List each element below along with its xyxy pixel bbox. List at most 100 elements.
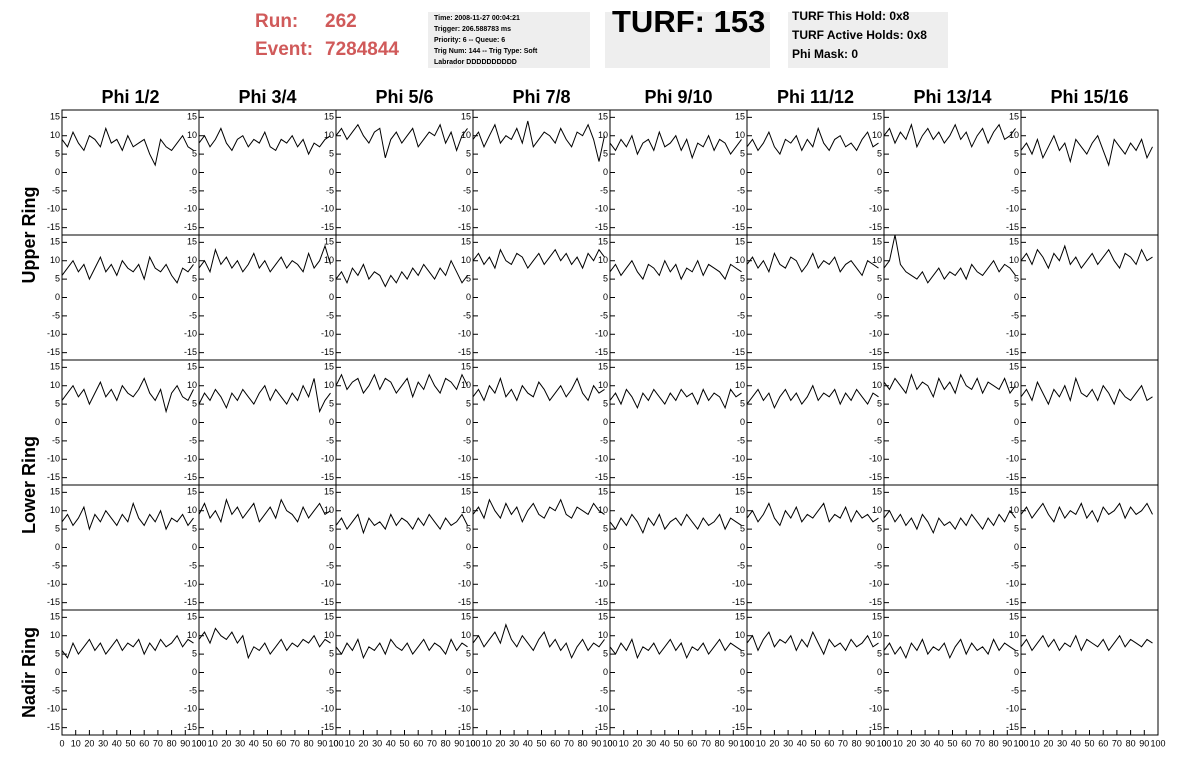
panel-frame: [472, 359, 611, 486]
y-tick-label: 0: [329, 542, 334, 552]
y-tick-label: 15: [50, 612, 60, 622]
y-tick-label: -5: [1011, 685, 1019, 695]
panel-frame: [1020, 234, 1159, 361]
y-tick-label: -10: [47, 454, 60, 464]
x-tick-label: 30: [1057, 738, 1067, 748]
x-tick-label: 60: [961, 738, 971, 748]
turf-info-line: Phi Mask: 0: [792, 47, 858, 61]
y-tick-label: -15: [1006, 472, 1019, 482]
y-tick-label: -5: [874, 435, 882, 445]
x-tick-label: 30: [509, 738, 519, 748]
x-tick-label: 40: [934, 738, 944, 748]
y-tick-label: 15: [872, 112, 882, 122]
y-tick-label: -15: [869, 347, 882, 357]
y-tick-label: -15: [47, 597, 60, 607]
x-tick-label: 80: [852, 738, 862, 748]
panel-frame: [746, 484, 885, 611]
x-tick-label: 0: [196, 738, 201, 748]
turf-info-box: [788, 12, 948, 68]
y-tick-label: -15: [458, 222, 471, 232]
y-tick-label: 10: [735, 630, 745, 640]
y-tick-label: 5: [603, 148, 608, 158]
waveform: [472, 376, 605, 402]
y-tick-label: 5: [466, 398, 471, 408]
y-tick-label: 10: [50, 130, 60, 140]
x-tick-label: 50: [125, 738, 135, 748]
y-tick-label: 0: [1014, 417, 1019, 427]
y-tick-label: 5: [55, 273, 60, 283]
info-line: Time: 2008-11-27 00:04:21: [434, 15, 520, 22]
y-tick-label: 0: [740, 542, 745, 552]
y-tick-label: 5: [603, 398, 608, 408]
panel-frame: [609, 609, 748, 736]
y-tick-label: 15: [187, 612, 197, 622]
y-tick-label: -10: [1006, 329, 1019, 339]
x-tick-label: 50: [399, 738, 409, 748]
y-tick-label: -10: [321, 579, 334, 589]
x-tick-label: 10: [1030, 738, 1040, 748]
y-tick-label: 5: [740, 523, 745, 533]
y-tick-label: -10: [595, 704, 608, 714]
y-tick-label: 15: [598, 237, 608, 247]
x-tick-label: 70: [290, 738, 300, 748]
y-tick-label: 10: [735, 380, 745, 390]
y-tick-label: 0: [466, 667, 471, 677]
y-tick-label: 0: [603, 417, 608, 427]
x-tick-label: 80: [1126, 738, 1136, 748]
y-tick-label: 10: [50, 630, 60, 640]
y-tick-label: -10: [47, 579, 60, 589]
turf-info-line: TURF This Hold: 0x8: [792, 9, 910, 23]
y-tick-label: -15: [595, 722, 608, 732]
y-tick-label: 10: [324, 255, 334, 265]
y-tick-label: -5: [463, 560, 471, 570]
y-tick-label: -15: [321, 222, 334, 232]
y-tick-label: 5: [329, 523, 334, 533]
y-tick-label: -10: [458, 704, 471, 714]
y-tick-label: -10: [869, 329, 882, 339]
y-tick-label: -15: [184, 347, 197, 357]
panel-frame: [883, 234, 1022, 361]
y-tick-label: -15: [595, 597, 608, 607]
x-tick-label: 70: [1112, 738, 1122, 748]
y-tick-label: 5: [466, 273, 471, 283]
y-tick-label: 15: [598, 612, 608, 622]
y-tick-label: -5: [874, 685, 882, 695]
y-tick-label: 15: [872, 362, 882, 372]
y-tick-label: 0: [192, 667, 197, 677]
x-tick-label: 90: [865, 738, 875, 748]
x-tick-label: 50: [947, 738, 957, 748]
x-tick-label: 10: [345, 738, 355, 748]
panel-frame: [883, 484, 1022, 611]
row-label: Upper Ring: [19, 187, 39, 284]
x-tick-label: 60: [550, 738, 560, 748]
column-header: Phi 1/2: [101, 87, 159, 107]
y-tick-label: -15: [869, 472, 882, 482]
y-tick-label: 5: [329, 148, 334, 158]
x-tick-label: 0: [607, 738, 612, 748]
x-tick-label: 60: [276, 738, 286, 748]
y-tick-label: -15: [1006, 722, 1019, 732]
y-tick-label: 15: [735, 112, 745, 122]
y-tick-label: 10: [324, 630, 334, 640]
run-value: 262: [325, 11, 357, 32]
waveform: [198, 498, 331, 524]
y-tick-label: 0: [192, 292, 197, 302]
y-tick-label: 5: [877, 398, 882, 408]
y-tick-label: -5: [326, 685, 334, 695]
info-line: Labrador DDDDDDDDDD: [434, 59, 517, 66]
waveform: [609, 388, 742, 410]
turf-info-line: TURF Active Holds: 0x8: [792, 28, 927, 42]
y-tick-label: 10: [872, 630, 882, 640]
y-tick-label: -5: [600, 435, 608, 445]
x-tick-label: 60: [413, 738, 423, 748]
panel-frame: [61, 609, 200, 736]
y-tick-label: 0: [466, 292, 471, 302]
y-tick-label: 15: [872, 237, 882, 247]
y-tick-label: -15: [869, 222, 882, 232]
y-tick-label: 5: [877, 648, 882, 658]
y-tick-label: -15: [732, 722, 745, 732]
y-tick-label: 10: [187, 505, 197, 515]
info-line: Trigger: 206.588783 ms: [434, 26, 511, 33]
x-tick-label: 20: [221, 738, 231, 748]
panel-frame: [61, 359, 200, 486]
